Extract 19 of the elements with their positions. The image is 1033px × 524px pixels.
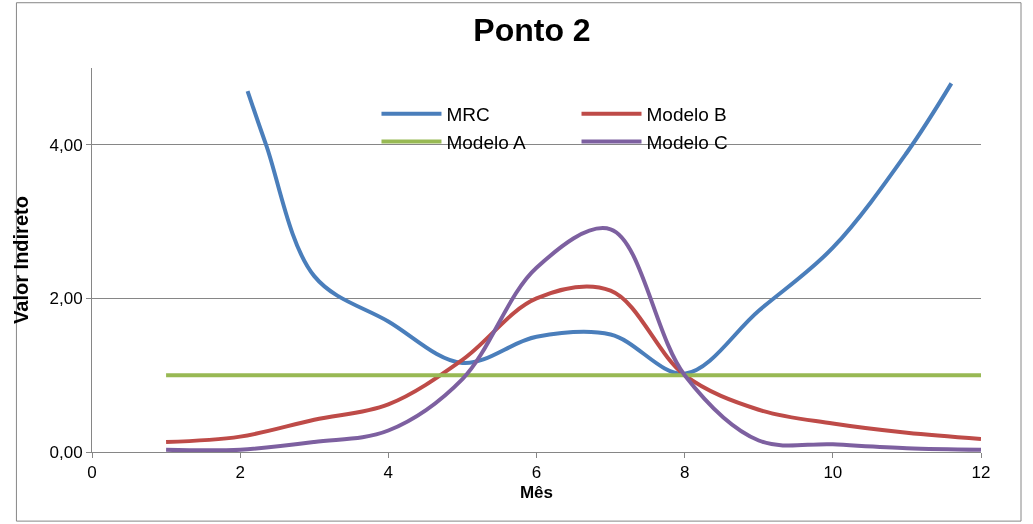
x-tick-label: 6 [531,463,542,483]
legend-label: Modelo A [446,131,527,153]
x-tick-label: 8 [679,463,690,483]
x-tick-label: 0 [87,463,97,483]
y-axis-title: Valor Indireto [10,196,33,324]
x-axis-title: Mês [519,482,554,502]
y-tick-label: 0,00 [49,442,83,462]
line-series [245,81,954,376]
chart-title: Ponto 2 [473,11,591,48]
y-tick-label: 2,00 [49,289,83,309]
x-tick-label: 12 [971,463,991,483]
x-tick-label: 4 [383,463,394,483]
legend-label: Modelo B [646,104,727,126]
x-tick-label: 2 [235,463,245,483]
legend-label: Modelo C [646,131,728,153]
y-tick-label: 4,00 [49,135,83,155]
line-series [164,226,981,452]
x-tick-label: 10 [823,463,843,483]
legend-label: MRC [446,104,490,126]
